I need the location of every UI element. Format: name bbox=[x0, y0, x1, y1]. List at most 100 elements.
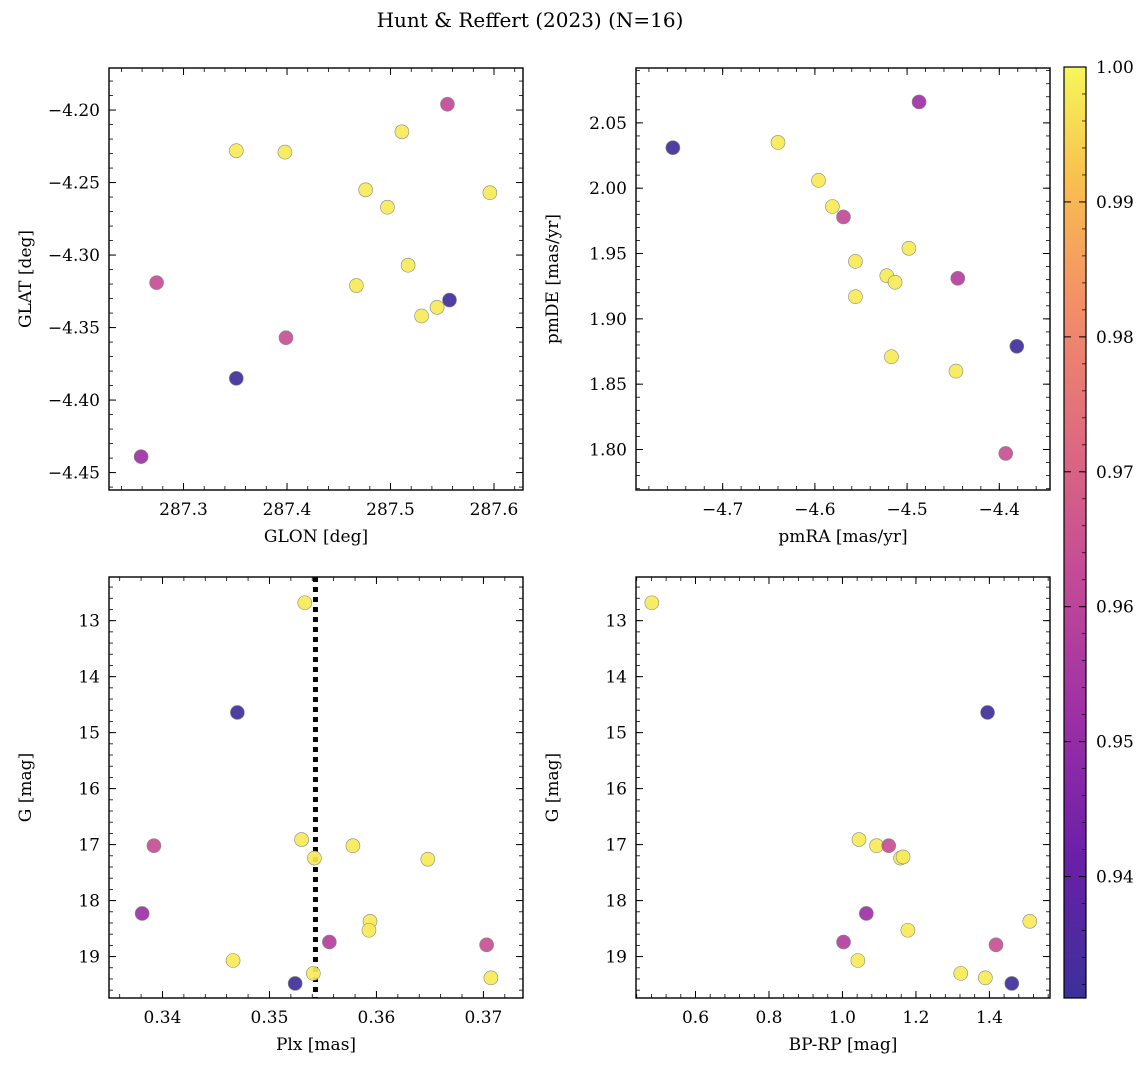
y-tick-label: −4.40 bbox=[48, 391, 100, 411]
x-tick-label: 287.6 bbox=[470, 500, 519, 520]
colorbar-ticks: 0.94 0.95 0.96 0.97 0.98 0.99 1.00 bbox=[1064, 58, 1134, 985]
y-axis-label: pmDE [mas/yr] bbox=[543, 214, 563, 344]
y-tick-label: 13 bbox=[78, 612, 100, 632]
data-point bbox=[850, 953, 866, 968]
x-tick-label: −4.6 bbox=[794, 500, 835, 520]
data-point bbox=[229, 371, 244, 386]
y-tick-label: 2.00 bbox=[589, 179, 627, 199]
data-point bbox=[900, 922, 916, 938]
data-point bbox=[361, 922, 377, 938]
data-point bbox=[978, 970, 993, 986]
data-point bbox=[998, 446, 1014, 461]
data-point bbox=[146, 838, 162, 854]
y-tick-label: 13 bbox=[605, 612, 627, 632]
y-axis-label: GLAT [deg] bbox=[16, 230, 36, 328]
colorbar-tick-label: 0.99 bbox=[1096, 193, 1134, 213]
data-point bbox=[133, 449, 149, 464]
x-tick-label: 0.8 bbox=[755, 1008, 782, 1028]
data-point bbox=[811, 173, 826, 188]
y-tick-label: 14 bbox=[78, 668, 100, 688]
data-point bbox=[307, 850, 322, 866]
x-axis-label: BP-RP [mag] bbox=[789, 1035, 898, 1055]
data-point bbox=[225, 953, 241, 968]
x-tick-label: 287.4 bbox=[263, 500, 312, 520]
y-tick-label: 18 bbox=[78, 892, 100, 912]
x-tick-label: −4.7 bbox=[702, 500, 743, 520]
data-point bbox=[277, 144, 293, 160]
data-point bbox=[848, 289, 863, 304]
x-axis-label: pmRA [mas/yr] bbox=[778, 527, 907, 547]
data-point bbox=[442, 292, 457, 308]
data-point bbox=[349, 278, 364, 293]
data-point bbox=[482, 185, 498, 201]
y-tick-label: 16 bbox=[605, 780, 627, 800]
data-point bbox=[297, 595, 313, 611]
y-tick-label: −4.30 bbox=[48, 246, 100, 266]
data-point bbox=[851, 832, 867, 847]
data-point bbox=[988, 937, 1004, 953]
data-point bbox=[1022, 914, 1038, 929]
x-tick-label: 0.37 bbox=[464, 1008, 502, 1028]
data-point bbox=[901, 240, 917, 256]
panel-bprp-g: 0.6 0.8 1.0 1.2 1.4 13 14 15 16 17 18 19 BP-RP [mag]… bbox=[543, 576, 1051, 1055]
colorbar-tick-label: 0.94 bbox=[1096, 868, 1134, 888]
y-tick-label: 1.95 bbox=[589, 245, 627, 265]
data-point bbox=[230, 705, 245, 720]
data-point bbox=[429, 299, 445, 315]
y-tick-label: 16 bbox=[78, 780, 100, 800]
x-tick-label: 0.35 bbox=[251, 1008, 289, 1028]
figure-title: Hunt & Reffert (2023) (N=16) bbox=[377, 8, 684, 32]
data-point bbox=[294, 832, 309, 847]
data-point bbox=[394, 124, 410, 140]
x-tick-label: 1.0 bbox=[829, 1008, 856, 1028]
data-point bbox=[420, 851, 436, 867]
x-axis-label: Plx [mas] bbox=[276, 1035, 356, 1055]
x-tick-label: −4.4 bbox=[979, 500, 1020, 520]
colorbar: 0.94 0.95 0.96 0.97 0.98 0.99 1.00 bbox=[1063, 58, 1134, 999]
y-tick-label: 15 bbox=[605, 724, 627, 744]
y-axis-label: G [mag] bbox=[543, 753, 563, 822]
x-tick-label: −4.5 bbox=[886, 500, 927, 520]
data-point bbox=[644, 595, 660, 611]
x-tick-label: 0.6 bbox=[682, 1008, 709, 1028]
data-point bbox=[836, 934, 851, 950]
y-tick-label: 1.90 bbox=[589, 310, 627, 330]
panel-pmra-pmde: −4.7 −4.6 −4.5 −4.4 1.80 1.85 1.90 1.95 2.00 2.05… bbox=[543, 67, 1051, 547]
y-tick-label: 1.80 bbox=[589, 440, 627, 460]
x-tick-label: 1.2 bbox=[902, 1008, 929, 1028]
data-point bbox=[1004, 976, 1020, 991]
data-point bbox=[825, 199, 840, 214]
data-point bbox=[358, 182, 373, 198]
y-tick-label: 18 bbox=[605, 892, 627, 912]
data-point bbox=[836, 209, 851, 225]
data-point bbox=[950, 271, 966, 286]
data-point bbox=[770, 135, 786, 150]
colorbar-tick-label: 0.97 bbox=[1096, 463, 1134, 483]
data-point bbox=[440, 96, 455, 112]
data-point bbox=[380, 199, 395, 215]
data-point bbox=[400, 257, 416, 273]
panel-glon-glat: 287.3 287.4 287.5 287.6 −4.20 −4.25 −4.30 −4.35… bbox=[16, 67, 524, 547]
data-point bbox=[665, 140, 681, 155]
data-point bbox=[149, 275, 164, 290]
x-tick-label: 287.3 bbox=[159, 500, 208, 520]
y-tick-label: −4.20 bbox=[48, 101, 100, 121]
x-axis-label: GLON [deg] bbox=[264, 527, 368, 547]
data-point bbox=[848, 254, 863, 269]
plot-frame bbox=[635, 67, 1051, 491]
data-point bbox=[414, 308, 429, 324]
y-axis-label: G [mag] bbox=[16, 753, 36, 822]
data-point bbox=[278, 330, 294, 346]
colorbar-tick-label: 0.96 bbox=[1096, 598, 1134, 618]
x-tick-label: 287.5 bbox=[366, 500, 415, 520]
data-point bbox=[479, 937, 494, 953]
colorbar-tick-label: 0.98 bbox=[1096, 328, 1134, 348]
data-point bbox=[229, 143, 244, 158]
data-point bbox=[881, 838, 897, 854]
colorbar-gradient bbox=[1063, 66, 1087, 999]
data-point bbox=[980, 705, 995, 720]
data-point bbox=[322, 934, 337, 950]
y-tick-label: 1.85 bbox=[589, 375, 627, 395]
data-point bbox=[483, 970, 499, 986]
